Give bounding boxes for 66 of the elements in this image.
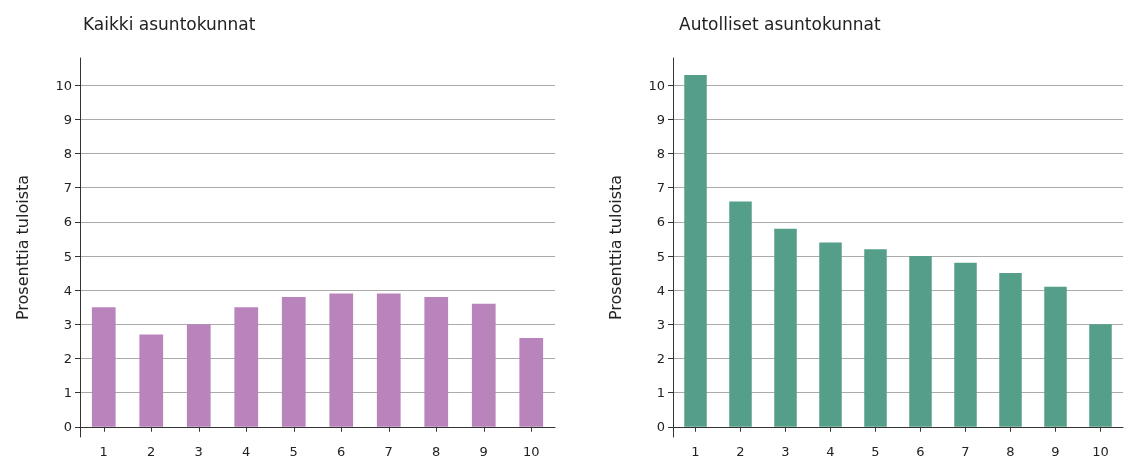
- y-tick-label: 10: [55, 77, 72, 93]
- y-tick-label: 7: [63, 180, 72, 196]
- bar: [519, 337, 544, 427]
- y-tick-label: 1: [656, 385, 665, 401]
- x-tick-label: 5: [289, 444, 298, 459]
- x-tick-label: 7: [961, 444, 970, 459]
- y-axis-title: Prosenttia tuloista: [605, 174, 625, 321]
- y-tick-label: 8: [63, 146, 72, 162]
- x-tick-label: 8: [432, 444, 441, 459]
- x-tick-label: 7: [384, 444, 393, 459]
- bar: [186, 324, 211, 427]
- y-tick-label: 4: [63, 282, 72, 298]
- y-tick-label: 2: [63, 350, 72, 366]
- bar: [139, 334, 164, 427]
- x-tick-label: 1: [99, 444, 108, 459]
- y-tick-label: 2: [656, 350, 665, 366]
- bar: [684, 75, 707, 427]
- y-tick-label: 9: [656, 111, 665, 127]
- bar: [376, 293, 401, 427]
- bar: [471, 303, 496, 427]
- y-tick-label: 5: [63, 248, 72, 264]
- bar: [234, 307, 259, 427]
- chart-title: Kaikki asuntokunnat: [83, 13, 256, 34]
- x-tick-label: 3: [194, 444, 203, 459]
- x-tick-label: 3: [781, 444, 790, 459]
- bar: [424, 297, 449, 427]
- y-tick-label: 7: [656, 180, 665, 196]
- y-tick-label: 3: [656, 316, 665, 332]
- bar: [329, 293, 354, 427]
- bar: [819, 242, 842, 427]
- bar: [729, 201, 752, 427]
- y-tick-label: 4: [656, 282, 665, 298]
- x-tick-label: 2: [736, 444, 745, 459]
- chart-title: Autolliset asuntokunnat: [679, 13, 881, 34]
- y-tick-label: 0: [656, 419, 665, 435]
- x-tick-label: 4: [826, 444, 835, 459]
- bar: [91, 307, 116, 427]
- y-axis-title: Prosenttia tuloista: [12, 174, 32, 321]
- bar: [999, 273, 1022, 427]
- x-tick-label: 10: [522, 444, 540, 459]
- bar: [1089, 324, 1112, 427]
- bar: [954, 262, 977, 427]
- x-tick-label: 9: [479, 444, 488, 459]
- y-tick-label: 3: [63, 316, 72, 332]
- x-tick-label: 8: [1006, 444, 1015, 459]
- x-tick-label: 6: [337, 444, 346, 459]
- x-tick-label: 4: [242, 444, 251, 459]
- x-tick-label: 1: [691, 444, 700, 459]
- bar: [909, 256, 932, 427]
- y-tick-label: 0: [63, 419, 72, 435]
- bar: [281, 297, 306, 427]
- x-tick-label: 10: [1092, 444, 1109, 459]
- bar: [1044, 286, 1067, 427]
- y-tick-label: 6: [63, 214, 72, 230]
- y-tick-label: 5: [656, 248, 665, 264]
- y-tick-label: 8: [656, 146, 665, 162]
- y-tick-label: 10: [648, 77, 665, 93]
- y-tick-label: 9: [63, 111, 72, 127]
- bar: [864, 249, 887, 427]
- y-tick-label: 6: [656, 214, 665, 230]
- x-tick-label: 5: [871, 444, 880, 459]
- x-tick-label: 9: [1051, 444, 1060, 459]
- x-tick-label: 6: [916, 444, 925, 459]
- x-tick-label: 2: [147, 444, 156, 459]
- bar: [774, 228, 797, 427]
- y-tick-label: 1: [63, 385, 72, 401]
